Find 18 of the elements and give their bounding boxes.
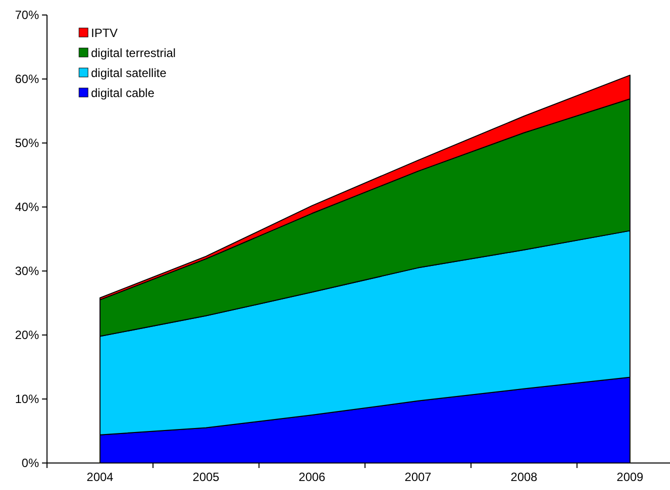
x-tick-label: 2006: [298, 470, 326, 484]
y-tick-label: 20%: [14, 328, 40, 342]
y-tick-label: 50%: [14, 136, 40, 150]
legend-label: digital terrestrial: [91, 46, 176, 60]
x-tick-label: 2009: [616, 470, 644, 484]
y-tick-label: 10%: [14, 392, 40, 406]
x-tick-label: 2005: [192, 470, 220, 484]
legend-label: digital satellite: [91, 66, 167, 80]
x-tick-label: 2007: [404, 470, 432, 484]
legend-label: IPTV: [91, 26, 118, 40]
y-tick-label: 30%: [14, 264, 40, 278]
y-tick-label: 70%: [14, 8, 40, 22]
legend-label: digital cable: [91, 86, 155, 100]
y-tick-label: 0%: [22, 456, 40, 470]
y-tick-label: 60%: [14, 72, 40, 86]
y-tick-label: 40%: [14, 200, 40, 214]
x-tick-label: 2008: [510, 470, 538, 484]
x-tick-label: 2004: [86, 470, 114, 484]
